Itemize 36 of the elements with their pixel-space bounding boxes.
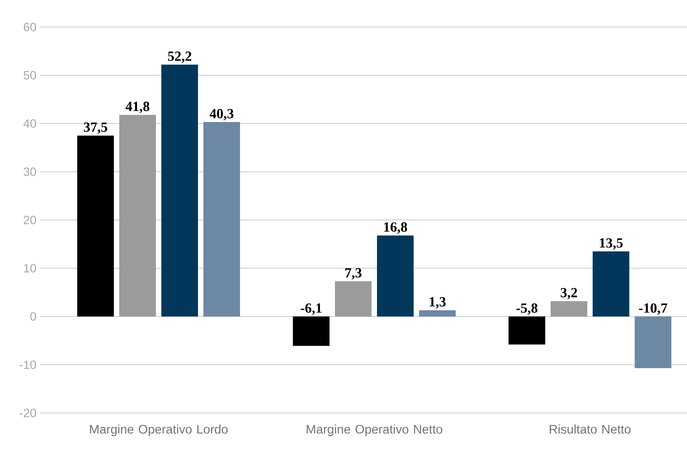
y-tick-label: 50 xyxy=(24,71,36,80)
data-label: 52,2 xyxy=(168,52,192,63)
data-label: 7,3 xyxy=(345,268,362,280)
bar xyxy=(592,251,630,316)
y-tick-label: 40 xyxy=(23,119,36,128)
data-label: -5,8 xyxy=(516,303,538,315)
y-tick-label: 0 xyxy=(30,312,36,321)
bar xyxy=(634,316,672,368)
bar xyxy=(119,114,156,316)
data-label: 40,3 xyxy=(210,108,234,120)
y-tick-label: 30 xyxy=(24,168,36,176)
bar xyxy=(292,316,330,346)
y-tick-label: 20 xyxy=(24,216,36,224)
bar xyxy=(161,64,198,316)
bar xyxy=(376,235,414,316)
y-tick-label: -10 xyxy=(20,360,36,369)
y-tick-label: -20 xyxy=(20,408,36,418)
data-label: -6,1 xyxy=(300,303,322,315)
bar xyxy=(419,310,456,316)
y-tick-label: 10 xyxy=(24,264,36,272)
data-label: -10,7 xyxy=(639,303,668,315)
data-label: 3,2 xyxy=(560,288,578,300)
bar xyxy=(508,316,546,344)
data-label: 1,3 xyxy=(430,297,446,309)
data-label: 16,8 xyxy=(384,222,408,234)
x-tick-label: Risultato Netto xyxy=(550,424,631,434)
y-tick-label: 60 xyxy=(24,22,36,32)
bar xyxy=(203,122,240,316)
data-label: 13,5 xyxy=(600,238,623,250)
x-tick-label: Margine Operativo Netto xyxy=(306,424,442,436)
bar xyxy=(334,281,372,316)
bar xyxy=(550,301,588,316)
data-label: 37,5 xyxy=(84,122,108,134)
x-tick-label: Margine Operativo Lordo xyxy=(90,424,228,436)
bar xyxy=(77,136,114,316)
data-label: 41,8 xyxy=(126,102,150,114)
